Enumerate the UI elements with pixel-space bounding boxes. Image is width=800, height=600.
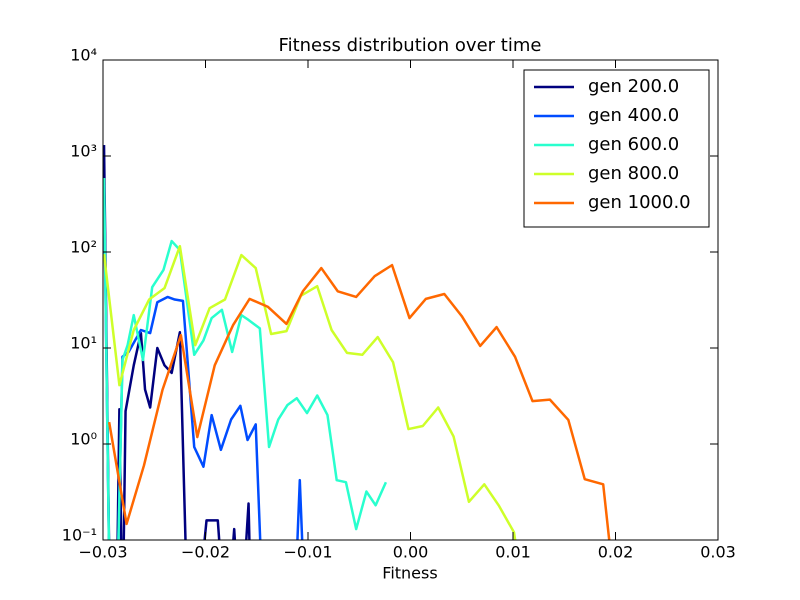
x-tick-label: 0.01 [495,543,531,562]
y-tick-label: 10⁴ [70,46,97,65]
x-tick-label: 0.02 [598,543,634,562]
y-tick-label: 10² [70,238,97,257]
y-tick-label: 10⁰ [70,430,97,449]
series-line [103,145,251,540]
x-tick-label: −0.02 [181,543,230,562]
x-tick-label: 0.03 [700,543,736,562]
series-line [103,177,388,540]
x-tick-label: −0.01 [283,543,332,562]
x-tick-label: −0.03 [78,543,127,562]
x-axis-label: Fitness [382,564,437,583]
legend-label: gen 800.0 [588,163,679,184]
legend-label: gen 600.0 [588,134,679,155]
axes: −0.03 −0.02 −0.01 0.00 0.01 0.02 0.03 10⁻¹ 10⁰ 10… [62,46,736,562]
plot-lines [103,145,611,540]
plot-frame [102,59,719,541]
series-line [103,244,517,540]
y-tick-label: 10³ [70,142,97,161]
legend-label: gen 1000.0 [588,192,691,213]
legend-label: gen 200.0 [588,76,679,97]
legend-box [523,69,710,228]
series-line [107,263,611,540]
legend-label: gen 400.0 [588,105,679,126]
y-tick-label: 10¹ [70,334,97,353]
y-tick-label: 10⁻¹ [62,526,97,545]
chart-title: Fitness distribution over time [279,35,542,56]
x-tick-label: 0.00 [393,543,429,562]
legend: gen 200.0 gen 400.0 gen 600.0 gen 800.0 gen … [523,69,710,228]
